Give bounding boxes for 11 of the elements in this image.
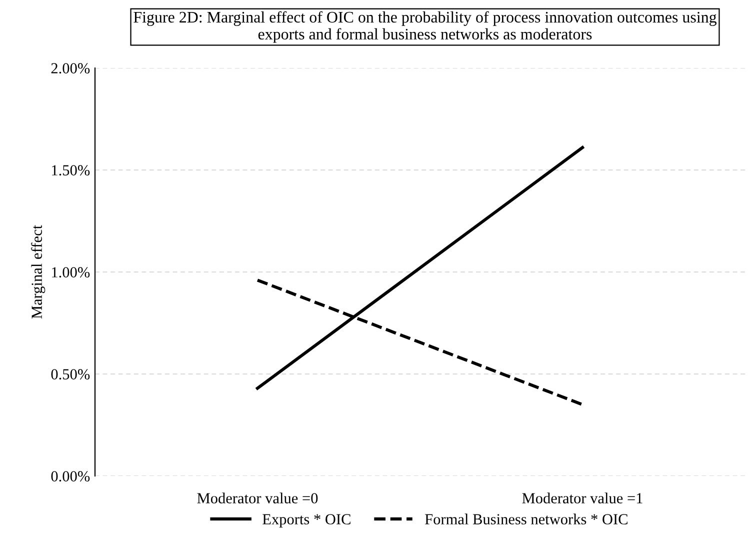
y-tick-label: 0.00% bbox=[51, 471, 90, 482]
y-tick-label: 1.00% bbox=[52, 267, 90, 278]
x-tick-label: Moderator value =1 bbox=[522, 492, 642, 504]
y-tick-label: 1.50% bbox=[52, 165, 90, 176]
y-tick-label: 2.00% bbox=[51, 63, 90, 74]
x-tick-label: Moderator value =0 bbox=[197, 492, 318, 504]
legend-label: Exports * OIC bbox=[262, 514, 350, 528]
legend-label: Formal Business networks * OIC bbox=[425, 514, 628, 524]
y-axis-title: Marginal effect bbox=[31, 225, 46, 319]
chart-title: Figure 2D: Marginal effect of OIC on the probability of process innovation outcomes using exports and formal business networks as moderators bbox=[134, 11, 717, 43]
y-tick-label: 0.50% bbox=[51, 369, 90, 380]
